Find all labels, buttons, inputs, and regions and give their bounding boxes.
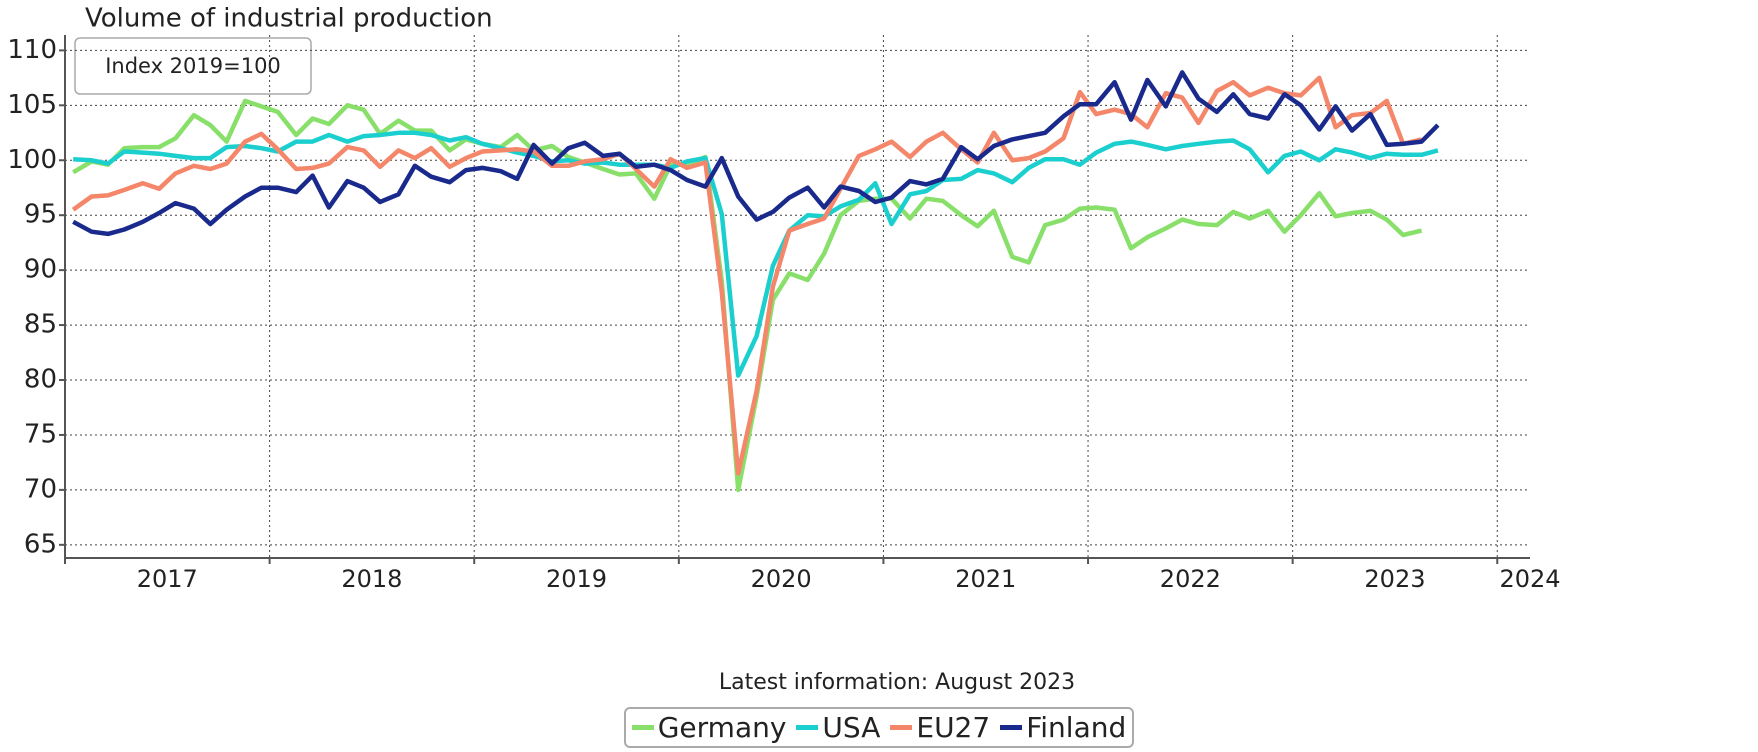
legend-item: USA — [796, 711, 880, 744]
legend-label: Finland — [1026, 711, 1127, 744]
y-tick-label: 85 — [24, 310, 57, 340]
chart: Volume of industrial production Index 20… — [7, 4, 1560, 696]
legend-label: USA — [822, 711, 881, 744]
legend-swatch — [890, 725, 913, 730]
x-tick-label: 2018 — [341, 565, 402, 593]
x-tick-label: 2023 — [1364, 565, 1425, 593]
y-tick-label: 75 — [24, 419, 57, 449]
y-tick-label: 95 — [24, 200, 57, 230]
legend-box: Germany USA EU27 Finland — [623, 707, 1135, 748]
chart-title: Volume of industrial production — [85, 4, 493, 34]
legend-swatch — [1000, 725, 1023, 730]
x-tick-label: 2021 — [955, 565, 1016, 593]
legend-label: Germany — [657, 711, 787, 744]
annotation: Index 2019=100 — [105, 54, 281, 78]
y-tick-label: 110 — [7, 35, 57, 65]
x-axis-label: Latest information: August 2023 — [719, 670, 1075, 695]
legend-swatch — [796, 725, 819, 730]
legend: Germany USA EU27 Finland — [0, 707, 1758, 748]
series-line — [73, 130, 1439, 378]
x-tick-label: 2017 — [137, 565, 198, 593]
x-tick-label: 2024 — [1499, 565, 1560, 593]
y-tick-label: 70 — [24, 474, 57, 504]
series-line — [72, 70, 1440, 237]
series-line — [71, 75, 1423, 476]
x-tick-label: 2019 — [546, 565, 607, 593]
y-tick-label: 105 — [7, 90, 57, 120]
y-tick-label: 90 — [24, 255, 57, 285]
y-tick-label: 100 — [7, 145, 57, 175]
legend-label: EU27 — [916, 711, 991, 744]
x-tick-label: 2020 — [751, 565, 812, 593]
legend-item: Finland — [1000, 711, 1126, 744]
series-line — [72, 98, 1423, 493]
x-tick-label: 2022 — [1160, 565, 1221, 593]
annotation-box — [74, 37, 312, 95]
y-tick-label: 80 — [24, 365, 57, 395]
legend-item: EU27 — [890, 711, 990, 744]
legend-swatch — [631, 725, 654, 730]
y-tick-label: 65 — [24, 529, 57, 559]
legend-item: Germany — [631, 711, 787, 744]
